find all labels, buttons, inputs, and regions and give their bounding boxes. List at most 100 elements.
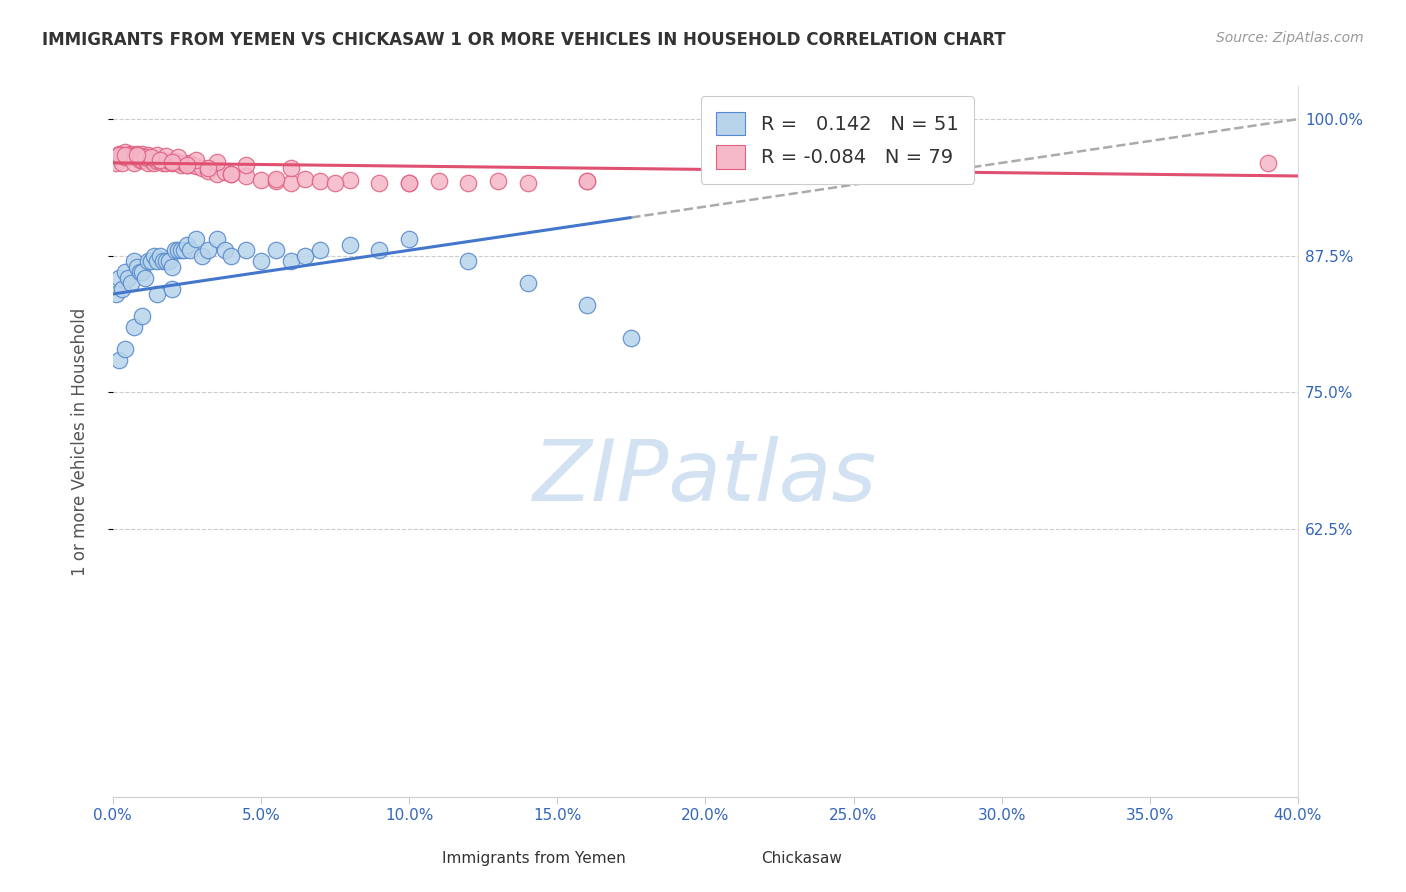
Point — [486, 174, 509, 188]
Legend: R =   0.142   N = 51, R = -0.084   N = 79: R = 0.142 N = 51, R = -0.084 N = 79 — [700, 96, 974, 185]
Point — [122, 149, 145, 163]
Point — [117, 150, 139, 164]
Point — [134, 150, 156, 164]
Point — [114, 145, 136, 159]
Point — [114, 265, 136, 279]
Y-axis label: 1 or more Vehicles in Household: 1 or more Vehicles in Household — [72, 308, 89, 575]
Point — [122, 319, 145, 334]
Point — [235, 158, 257, 172]
Point — [125, 148, 148, 162]
Point — [125, 147, 148, 161]
Point — [214, 164, 236, 178]
Point — [157, 153, 180, 168]
Point — [516, 176, 538, 190]
Point — [120, 276, 142, 290]
Point — [398, 232, 420, 246]
Point — [457, 254, 479, 268]
Point — [107, 148, 129, 162]
Point — [280, 161, 302, 176]
Point — [160, 281, 183, 295]
Point — [167, 156, 190, 170]
Point — [155, 156, 177, 170]
Point — [309, 174, 332, 188]
Point — [184, 153, 207, 167]
Point — [205, 167, 228, 181]
Point — [122, 156, 145, 170]
Point — [264, 172, 287, 186]
Point — [143, 249, 166, 263]
Point — [117, 148, 139, 162]
Point — [128, 153, 150, 167]
Point — [107, 147, 129, 161]
Point — [1257, 156, 1279, 170]
Point — [575, 174, 598, 188]
Point — [176, 158, 198, 172]
Point — [398, 176, 420, 190]
Point — [149, 249, 172, 263]
Point — [167, 244, 190, 258]
Point — [138, 156, 160, 170]
Point — [104, 287, 127, 301]
Point — [146, 254, 169, 268]
Point — [125, 260, 148, 274]
Point — [205, 232, 228, 246]
Point — [149, 153, 172, 168]
Point — [176, 158, 198, 172]
Point — [122, 254, 145, 268]
Point — [143, 156, 166, 170]
Point — [250, 254, 273, 268]
Point — [235, 169, 257, 183]
Point — [131, 147, 153, 161]
Point — [197, 163, 219, 178]
Point — [160, 156, 183, 170]
Text: ZIPatlas: ZIPatlas — [533, 435, 877, 518]
Point — [165, 244, 187, 258]
Point — [152, 254, 174, 268]
Point — [575, 174, 598, 188]
Point — [250, 173, 273, 187]
Point — [280, 176, 302, 190]
Point — [190, 249, 212, 263]
Point — [264, 244, 287, 258]
Point — [117, 270, 139, 285]
Point — [516, 276, 538, 290]
Point — [221, 249, 243, 263]
Point — [160, 154, 183, 169]
Point — [457, 176, 479, 190]
Point — [190, 161, 212, 176]
Point — [398, 176, 420, 190]
Point — [131, 309, 153, 323]
Point — [339, 237, 361, 252]
Point — [111, 148, 134, 162]
Point — [167, 150, 190, 164]
Point — [107, 352, 129, 367]
Point — [128, 265, 150, 279]
Point — [339, 173, 361, 187]
Point — [170, 158, 193, 172]
Point — [368, 244, 391, 258]
Point — [179, 156, 201, 170]
Point — [128, 149, 150, 163]
Point — [155, 149, 177, 163]
Text: Source: ZipAtlas.com: Source: ZipAtlas.com — [1216, 31, 1364, 45]
Point — [107, 150, 129, 164]
Text: IMMIGRANTS FROM YEMEN VS CHICKASAW 1 OR MORE VEHICLES IN HOUSEHOLD CORRELATION C: IMMIGRANTS FROM YEMEN VS CHICKASAW 1 OR … — [42, 31, 1005, 49]
Point — [620, 331, 643, 345]
Point — [155, 254, 177, 268]
Point — [173, 244, 195, 258]
Point — [141, 150, 163, 164]
Point — [120, 147, 142, 161]
Point — [134, 153, 156, 167]
Text: Immigrants from Yemen: Immigrants from Yemen — [443, 851, 626, 865]
Point — [141, 153, 163, 167]
Point — [152, 156, 174, 170]
Point — [170, 244, 193, 258]
Point — [114, 150, 136, 164]
Point — [146, 287, 169, 301]
Point — [197, 244, 219, 258]
Point — [111, 156, 134, 170]
Point — [131, 153, 153, 167]
Point — [165, 153, 187, 168]
Text: Chickasaw: Chickasaw — [761, 851, 842, 865]
Point — [107, 270, 129, 285]
